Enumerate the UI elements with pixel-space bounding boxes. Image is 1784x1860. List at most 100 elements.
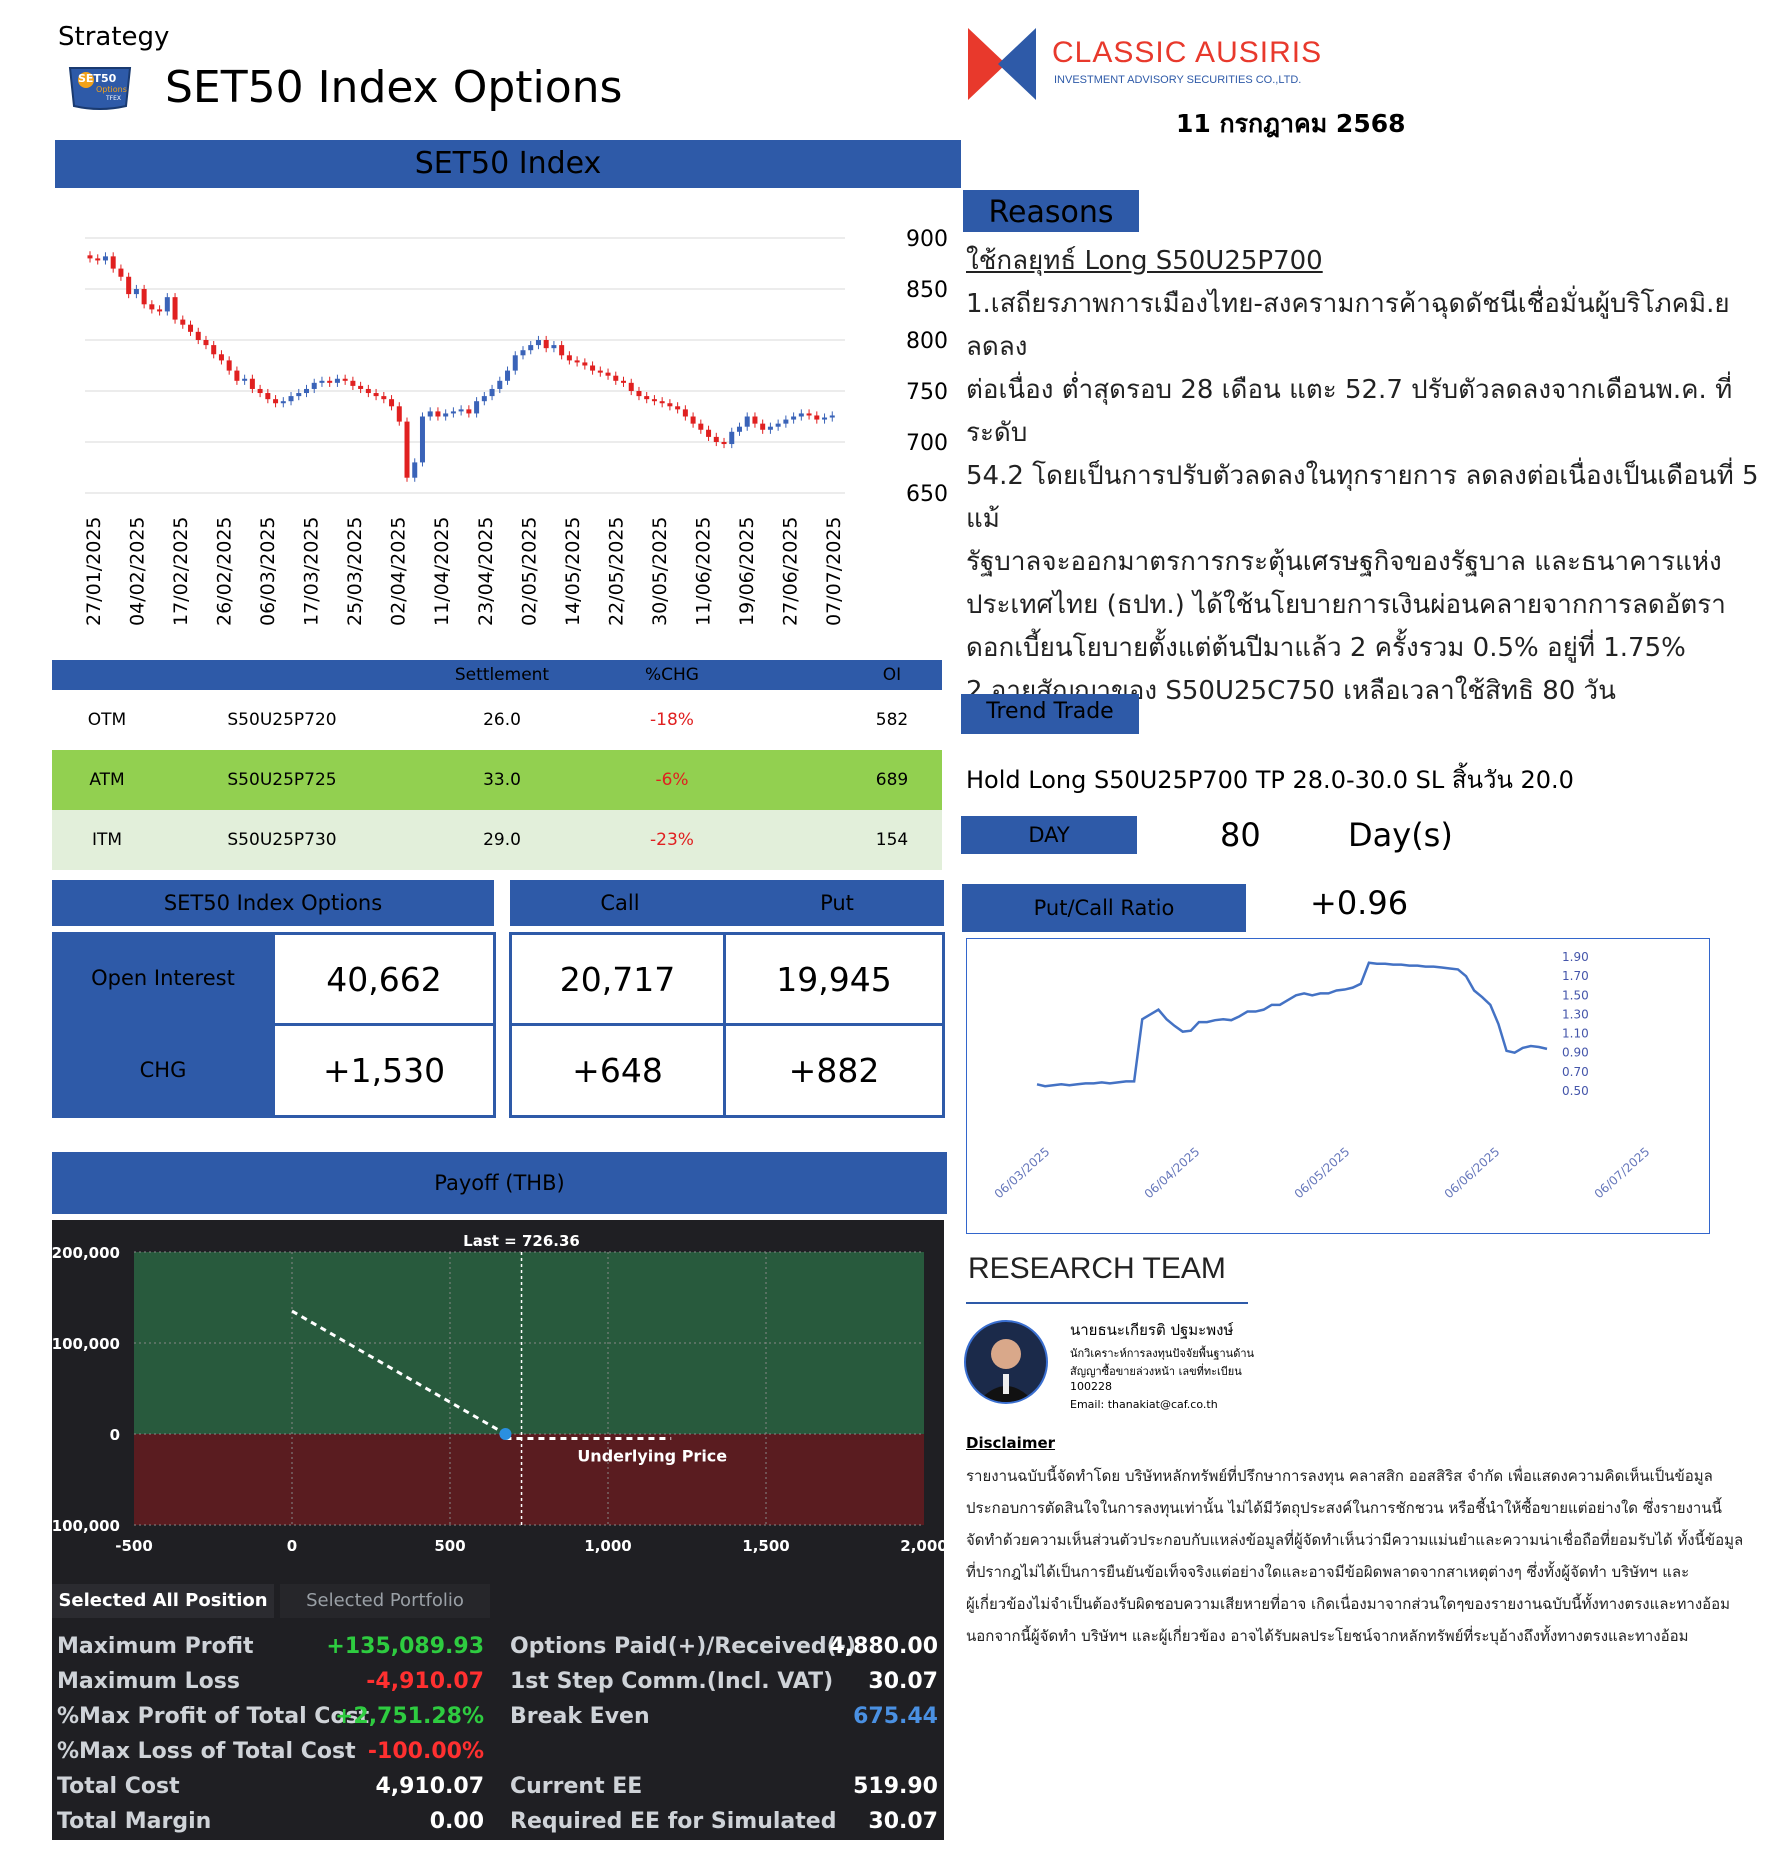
y-tick-label: 1.30 bbox=[1562, 1007, 1589, 1021]
candle-body bbox=[226, 360, 232, 371]
x-tick-label: 0 bbox=[287, 1537, 297, 1555]
stat-value: 4,880.00 bbox=[829, 1634, 938, 1659]
candle-body bbox=[566, 355, 572, 361]
candle-body bbox=[791, 416, 797, 420]
reason-line: 54.2 โดยเป็นการปรับตัวลดลงในทุกรายการ ลด… bbox=[966, 461, 1759, 534]
x-tick-label: 25/03/2025 bbox=[344, 516, 366, 626]
stat-value: +2,751.28% bbox=[334, 1704, 484, 1729]
candle-body bbox=[319, 380, 325, 383]
x-tick-label: 11/06/2025 bbox=[692, 516, 714, 626]
y-tick-label: 700 bbox=[906, 431, 948, 456]
candle-body bbox=[149, 304, 155, 310]
day-unit: Day(s) bbox=[1348, 816, 1453, 854]
stat-value: -4,910.07 bbox=[366, 1669, 484, 1694]
row-chg: -23% bbox=[650, 830, 694, 850]
oi-total-value: 40,662 bbox=[272, 932, 496, 1026]
x-tick-label: 500 bbox=[434, 1537, 465, 1555]
candle-body bbox=[265, 393, 271, 400]
chg-call-value: +648 bbox=[509, 1023, 726, 1118]
call-header: Call bbox=[510, 880, 730, 926]
candle-body bbox=[675, 406, 681, 410]
stat-value: 519.90 bbox=[853, 1774, 938, 1799]
set50-logo-icon bbox=[68, 67, 132, 110]
disclaimer-line: ประกอบการตัดสินใจในการลงทุนเท่านั้น ไม่ไ… bbox=[966, 1499, 1722, 1517]
candle-body bbox=[535, 340, 541, 346]
candle-body bbox=[381, 396, 387, 400]
candle-body bbox=[365, 388, 371, 394]
pcr-series-line bbox=[1036, 961, 1548, 1088]
candle-body bbox=[87, 255, 93, 259]
candle-body bbox=[497, 380, 503, 389]
y-tick-label: 0.90 bbox=[1562, 1046, 1589, 1060]
y-tick-label: 900 bbox=[906, 227, 948, 252]
candle-body bbox=[814, 415, 820, 420]
candle-body bbox=[95, 258, 101, 261]
oi-call-value: 20,717 bbox=[509, 932, 726, 1026]
x-tick-label: 1,000 bbox=[584, 1537, 631, 1555]
y-tick-label: 0.70 bbox=[1562, 1065, 1589, 1079]
candle-body bbox=[164, 297, 170, 312]
x-tick-label: 07/07/2025 bbox=[823, 516, 845, 626]
row-settlement: 33.0 bbox=[483, 770, 521, 790]
loss-zone bbox=[134, 1434, 924, 1525]
header-chg: %CHG bbox=[645, 665, 699, 685]
row-chg: -6% bbox=[655, 770, 689, 790]
research-team-title: RESEARCH TEAM bbox=[968, 1252, 1226, 1285]
candle-body bbox=[180, 319, 186, 325]
analyst-name: นายธนะเกียรติ ปฐมะพงษ์ bbox=[1070, 1321, 1234, 1339]
candle-body bbox=[783, 419, 789, 424]
candle-body bbox=[613, 375, 619, 381]
x-tick-label: 06/04/2025 bbox=[1142, 1145, 1203, 1202]
company-subtitle: INVESTMENT ADVISORY SECURITIES CO.,LTD. bbox=[1054, 74, 1302, 86]
candle-body bbox=[188, 324, 194, 332]
company-name: CLASSIC AUSIRIS bbox=[1052, 36, 1323, 69]
x-tick-label: 19/06/2025 bbox=[736, 516, 758, 626]
candle-body bbox=[605, 372, 611, 376]
candle-body bbox=[713, 436, 719, 442]
chg-put-value: +882 bbox=[723, 1023, 945, 1118]
x-tick-label: -500 bbox=[115, 1537, 153, 1555]
stat-value: +135,089.93 bbox=[326, 1634, 484, 1659]
stat-value: 30.07 bbox=[868, 1669, 938, 1694]
stat-label: %Max Profit of Total Cost bbox=[57, 1704, 370, 1729]
tab-selected-portfolio[interactable]: Selected Portfolio bbox=[280, 1584, 490, 1618]
disclaimer-line: ผู้เกี่ยวข้องไม่จำเป็นต้องรับผิดชอบความเ… bbox=[966, 1595, 1731, 1613]
tab-selected-all-position[interactable]: Selected All Position bbox=[52, 1584, 274, 1618]
reason-line: ต่อเนื่อง ต่ำสุดรอบ 28 เดือน แตะ 52.7 ปร… bbox=[966, 375, 1733, 448]
stat-label: Maximum Loss bbox=[57, 1669, 240, 1694]
row-oi: 154 bbox=[875, 830, 909, 850]
x-tick-label: 27/06/2025 bbox=[779, 516, 801, 626]
stat-label: Required EE for Simulated bbox=[510, 1809, 837, 1834]
candle-body bbox=[203, 340, 209, 346]
candle-body bbox=[242, 378, 248, 381]
candle-body bbox=[280, 401, 286, 404]
y-tick-label: 0.50 bbox=[1562, 1084, 1589, 1098]
candle-body bbox=[218, 354, 224, 361]
stat-label: 1st Step Comm.(Incl. VAT) bbox=[510, 1669, 834, 1694]
row-settlement: 29.0 bbox=[483, 830, 521, 850]
candle-body bbox=[798, 413, 804, 417]
x-tick-label: 06/03/2025 bbox=[257, 516, 279, 626]
candle-body bbox=[157, 309, 163, 312]
y-tick-label: 1.90 bbox=[1562, 950, 1589, 964]
y-tick-label: 850 bbox=[906, 278, 948, 303]
candle-body bbox=[829, 415, 835, 418]
table-row: ITM S50U25P730 29.0 -23% 154 bbox=[52, 810, 942, 870]
report-date: 11 กรกฎาคม 2568 bbox=[1176, 109, 1406, 138]
row-chg: -18% bbox=[650, 710, 694, 730]
options-table: Settlement %CHG OI OTM S50U25P720 26.0 -… bbox=[52, 660, 942, 870]
row-series: S50U25P720 bbox=[227, 710, 337, 730]
x-tick-label: 02/04/2025 bbox=[388, 516, 410, 626]
candle-body bbox=[520, 350, 526, 356]
trend-trade-header: Trend Trade bbox=[961, 694, 1139, 734]
candle-body bbox=[667, 403, 673, 407]
x-tick-label: 04/02/2025 bbox=[127, 516, 149, 626]
research-divider bbox=[966, 1302, 1248, 1304]
candle-body bbox=[512, 355, 518, 371]
x-tick-label: 02/05/2025 bbox=[518, 516, 540, 626]
payoff-chart: 200,000 100,000 0 -100,000 -500 0 500 1,000 1,50… bbox=[52, 1232, 944, 1555]
y-tick-label: 200,000 bbox=[52, 1244, 120, 1262]
x-tick-label: 30/05/2025 bbox=[649, 516, 671, 626]
disclaimer-line: จัดทำด้วยความเห็นส่วนตัวประกอบกับแหล่งข้… bbox=[966, 1531, 1744, 1549]
y-tick-label: 100,000 bbox=[52, 1335, 120, 1353]
